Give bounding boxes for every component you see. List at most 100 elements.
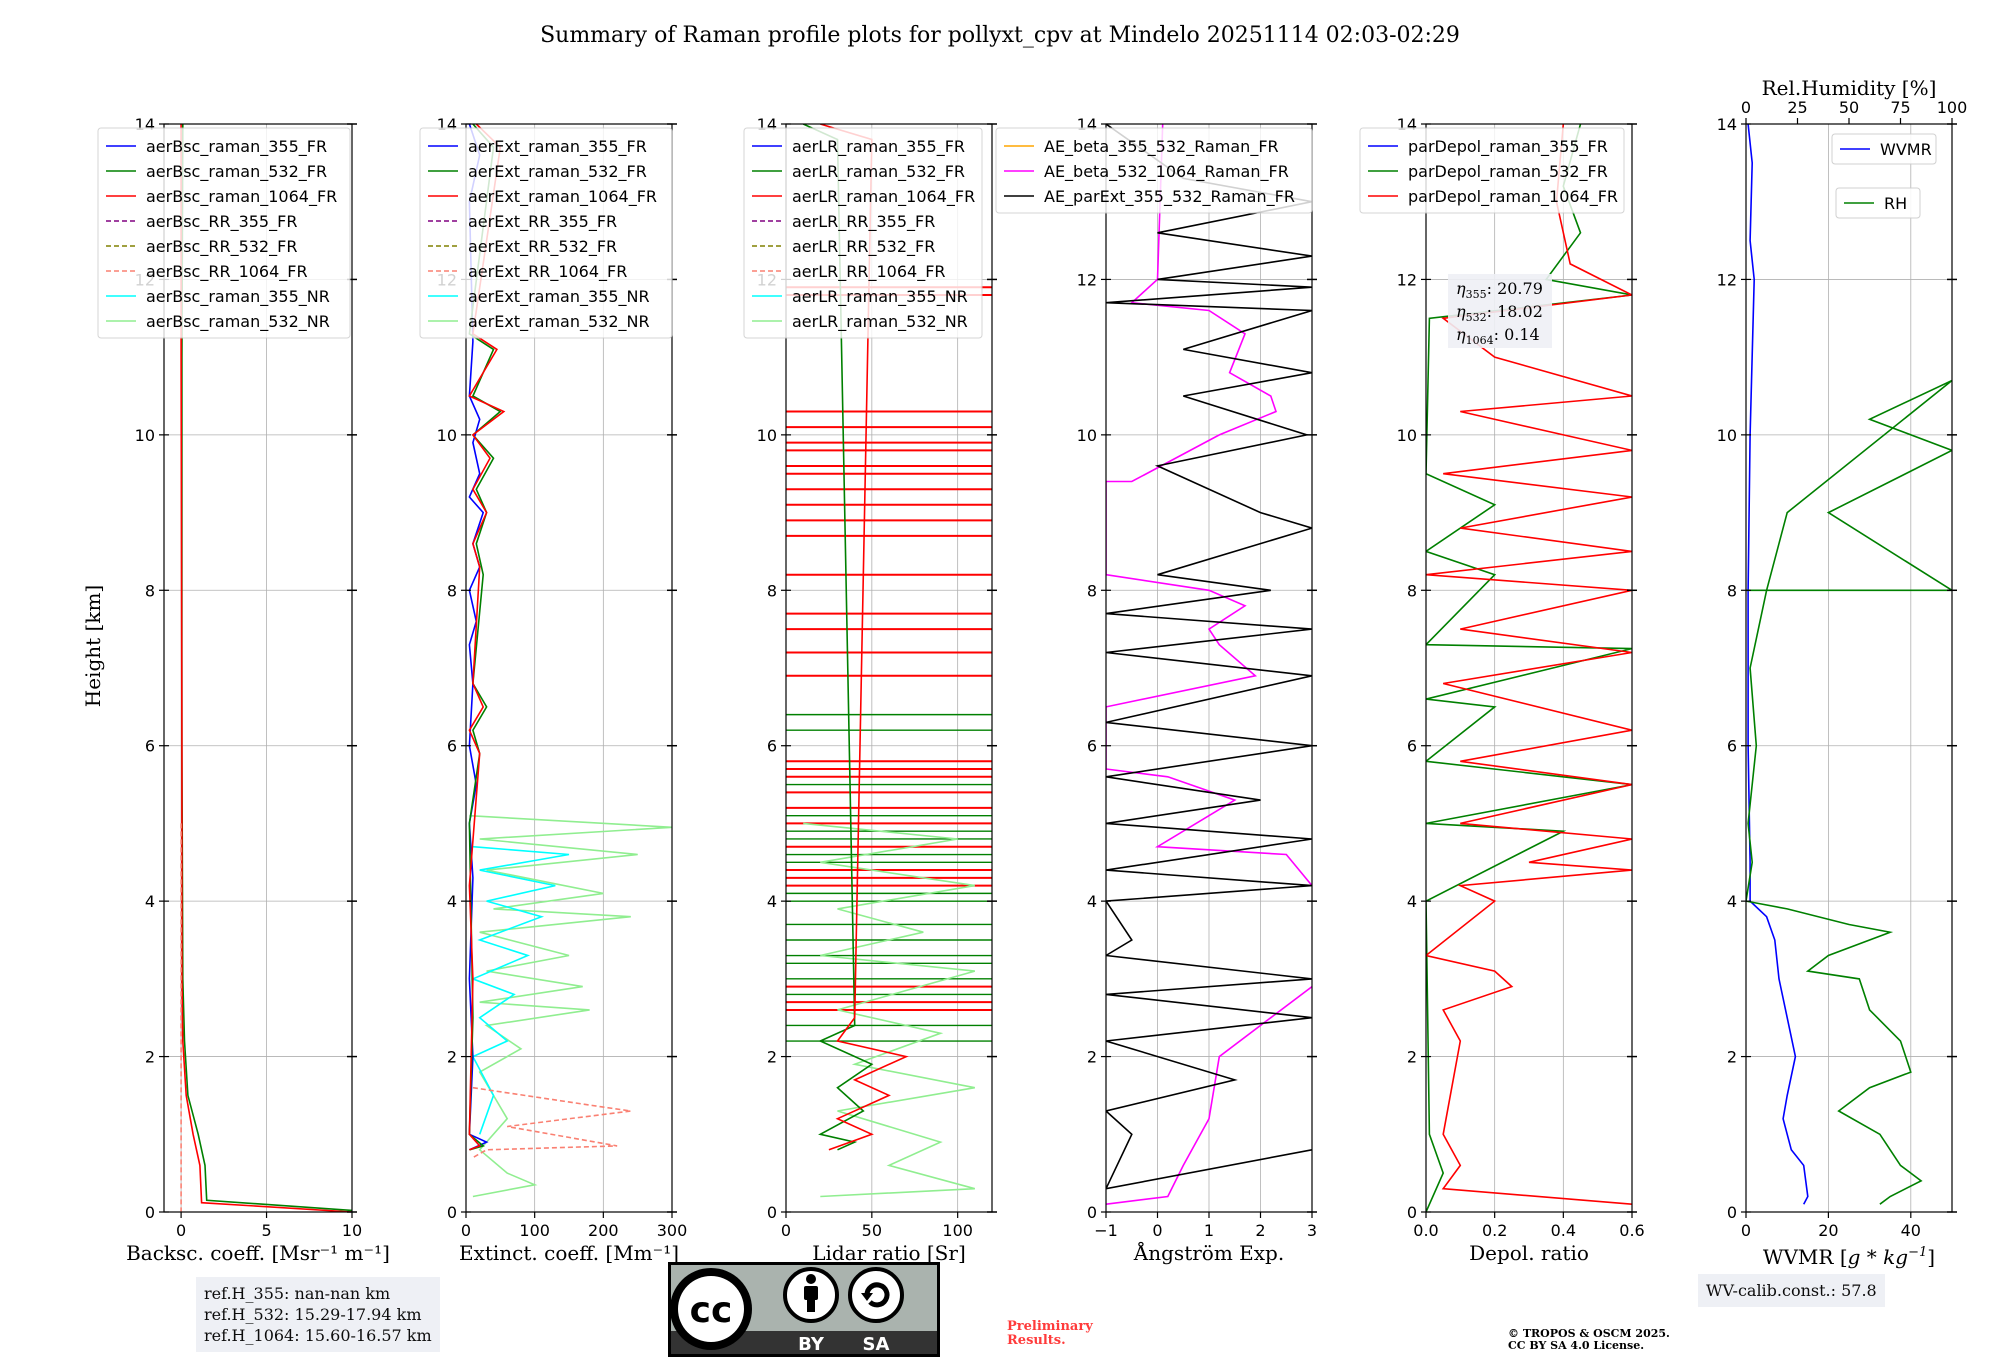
legend-label-AE_beta_355_532_Raman_FR: AE_beta_355_532_Raman_FR <box>1044 137 1279 157</box>
legend-label-parDepol_raman_1064_FR: parDepol_raman_1064_FR <box>1408 187 1618 207</box>
plot-area <box>1746 124 1952 1205</box>
sa-share-alike-icon <box>848 1267 904 1323</box>
legend-label-aerBsc_RR_532_FR: aerBsc_RR_532_FR <box>146 237 297 257</box>
plot-frame <box>163 123 353 1213</box>
y-tick-label: 2 <box>767 1048 777 1067</box>
legend-label-aerLR_RR_1064_FR: aerLR_RR_1064_FR <box>792 262 946 282</box>
x-tick-label: 100 <box>942 1221 973 1240</box>
legend-label-aerLR_raman_532_FR: aerLR_raman_532_FR <box>792 162 965 182</box>
y-tick-label: 0 <box>1727 1203 1737 1222</box>
legend-label-aerExt_raman_355_NR: aerExt_raman_355_NR <box>468 287 650 307</box>
x-tick-label: 0 <box>1741 1221 1751 1240</box>
legend-label-aerExt_raman_1064_FR: aerExt_raman_1064_FR <box>468 187 657 207</box>
wv-calibration-constant: WV-calib.const.: 57.8 <box>1706 1281 1877 1300</box>
x-tick-label: 100 <box>519 1221 550 1240</box>
x-axis-label-part: ] <box>1927 1245 1935 1269</box>
top-x-tick-label: 50 <box>1839 98 1859 117</box>
legend-label-parDepol_raman_532_FR: parDepol_raman_532_FR <box>1408 162 1608 182</box>
x-tick-label: 0 <box>461 1221 471 1240</box>
panel-backscatter: 024681012140510Backsc. coeff. [Msr⁻¹ m⁻¹… <box>97 115 390 1265</box>
series-line-aerExt_RR_1064_FR <box>472 1086 631 1159</box>
plot-area <box>180 124 352 1212</box>
eta-value: : 20.79 <box>1487 279 1543 298</box>
x-tick-label: 0.0 <box>1413 1221 1438 1240</box>
y-tick-label: 12 <box>1397 270 1417 289</box>
y-tick-label: 10 <box>135 426 155 445</box>
legend-label-aerLR_raman_355_NR: aerLR_raman_355_NR <box>792 287 968 307</box>
y-tick-label: 2 <box>1407 1048 1417 1067</box>
x-tick-label: −1 <box>1094 1221 1118 1240</box>
series-line-WVMR <box>1747 124 1809 1205</box>
cc-circle-inner <box>678 1276 744 1342</box>
legend-label-AE_beta_532_1064_Raman_FR: AE_beta_532_1064_Raman_FR <box>1044 162 1289 182</box>
series-line-AE_beta_532_1064_Raman_FR <box>1106 985 1312 1205</box>
ref-height-532: ref.H_532: 15.29-17.94 km <box>204 1305 422 1324</box>
x-axis-label: WVMR [g * kg−1] <box>1763 1245 1935 1269</box>
y-tick-label: 10 <box>1717 426 1737 445</box>
y-tick-label: 6 <box>145 737 155 756</box>
legend-label-aerBsc_RR_355_FR: aerBsc_RR_355_FR <box>146 212 297 232</box>
x-axis-label: Backsc. coeff. [Msr⁻¹ m⁻¹] <box>126 1241 390 1265</box>
eta-subscript: 355 <box>1466 288 1487 301</box>
reference-height-box: ref.H_355: nan-nan km ref.H_532: 15.29-1… <box>196 1277 440 1352</box>
legend-label-aerLR_RR_355_FR: aerLR_RR_355_FR <box>792 212 935 232</box>
plot-frame <box>1425 123 1633 1213</box>
y-tick-label: 6 <box>1087 737 1097 756</box>
copyright-note: © TROPOS & OSCM 2025. CC BY SA 4.0 Licen… <box>1508 1328 1670 1352</box>
y-tick-label: 6 <box>1727 737 1737 756</box>
legend-label-aerLR_raman_532_NR: aerLR_raman_532_NR <box>792 312 968 332</box>
legend-label-RH: RH <box>1884 194 1907 213</box>
y-tick-label: 8 <box>145 581 155 600</box>
legend-label-aerLR_RR_532_FR: aerLR_RR_532_FR <box>792 237 935 257</box>
series-line-aerExt_raman_1064_FR <box>468 124 506 1151</box>
preliminary-results-note: Preliminary Results. <box>1007 1320 1093 1348</box>
legend-label-aerLR_raman_1064_FR: aerLR_raman_1064_FR <box>792 187 975 207</box>
legend-label-aerExt_RR_1064_FR: aerExt_RR_1064_FR <box>468 262 627 282</box>
series-line-parDepol_raman_1064_FR <box>1426 124 1632 1205</box>
x-tick-label: 5 <box>261 1221 271 1240</box>
ref-height-355: ref.H_355: nan-nan km <box>204 1284 391 1303</box>
y-tick-label: 8 <box>1727 581 1737 600</box>
figure-title: Summary of Raman profile plots for polly… <box>540 23 1460 48</box>
legend-box <box>743 127 983 339</box>
ref-height-1064: ref.H_1064: 15.60-16.57 km <box>204 1326 432 1345</box>
eta-value: : 18.02 <box>1487 302 1543 321</box>
legend-label-aerExt_RR_532_FR: aerExt_RR_532_FR <box>468 237 617 257</box>
legend-label-aerBsc_raman_532_NR: aerBsc_raman_532_NR <box>146 312 330 332</box>
y-tick-label: 6 <box>447 737 457 756</box>
legend-box <box>1359 127 1625 214</box>
y-tick-label: 4 <box>145 892 155 911</box>
legend-box <box>995 127 1313 214</box>
y-tick-label: 10 <box>1397 426 1417 445</box>
plot-frame <box>785 123 993 1213</box>
legend-label-aerExt_raman_355_FR: aerExt_raman_355_FR <box>468 137 647 157</box>
x-tick-label: 2 <box>1255 1221 1265 1240</box>
plot-area <box>1426 124 1632 1212</box>
series-line-AE_parExt_355_532_Raman_FR <box>1106 124 1312 1190</box>
preliminary-line-2: Results. <box>1007 1333 1066 1348</box>
y-tick-label: 0 <box>1407 1203 1417 1222</box>
cc-logo-text: cc <box>690 1290 733 1331</box>
legend-label-aerBsc_RR_1064_FR: aerBsc_RR_1064_FR <box>146 262 308 282</box>
legend-box <box>419 127 673 339</box>
y-tick-label: 10 <box>437 426 457 445</box>
x-axis-label-part: −1 <box>1908 1245 1927 1260</box>
legend-label-aerExt_RR_355_FR: aerExt_RR_355_FR <box>468 212 617 232</box>
x-tick-label: 1 <box>1204 1221 1214 1240</box>
eta-symbol: η <box>1456 279 1466 298</box>
y-tick-label: 4 <box>1087 892 1097 911</box>
legend-label-parDepol_raman_355_FR: parDepol_raman_355_FR <box>1408 137 1608 157</box>
sa-label: SA <box>863 1334 890 1355</box>
y-tick-label: 10 <box>757 426 777 445</box>
series-line-aerLR_raman_532_NR <box>803 822 976 1198</box>
x-tick-label: 40 <box>1901 1221 1921 1240</box>
x-tick-label: 300 <box>657 1221 688 1240</box>
x-tick-label: 0 <box>176 1221 186 1240</box>
x-tick-label: 0.2 <box>1482 1221 1507 1240</box>
top-x-axis-label: Rel.Humidity [%] <box>1762 76 1937 100</box>
x-tick-label: 20 <box>1818 1221 1838 1240</box>
y-tick-label: 0 <box>145 1203 155 1222</box>
plot-area <box>1106 124 1312 1205</box>
legend-label-AE_parExt_355_532_Raman_FR: AE_parExt_355_532_Raman_FR <box>1044 187 1295 207</box>
